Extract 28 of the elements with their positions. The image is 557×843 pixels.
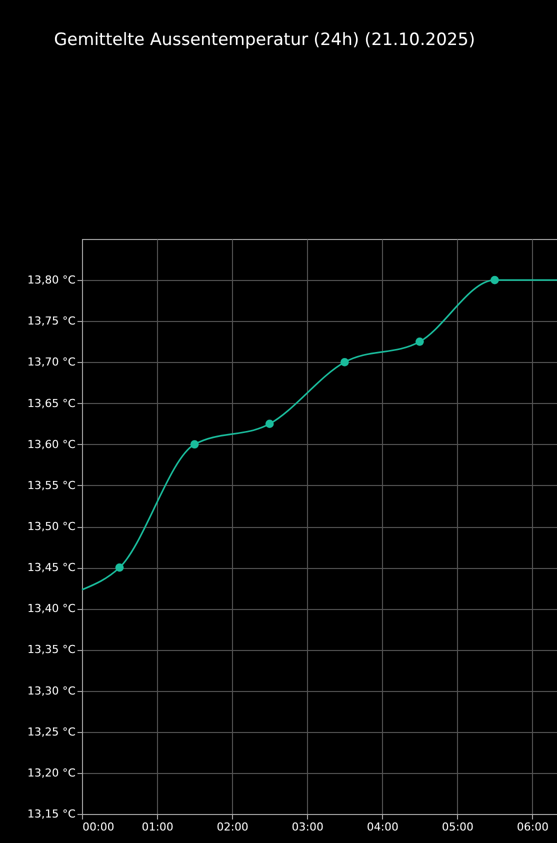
point [115, 563, 124, 572]
y-tick-label: 13,35 °C [27, 643, 76, 656]
y-tick-label: 13,55 °C [27, 478, 76, 492]
point [415, 338, 424, 346]
y-tick-label: 13,75 °C [27, 314, 76, 328]
y-tick-label: 13,20 °C [27, 766, 76, 780]
y-tick-label: 13,40 °C [27, 602, 76, 616]
y-tick-label: 13,70 °C [27, 356, 76, 369]
point [490, 276, 499, 284]
y-tick-label: 13,80 °C [27, 274, 76, 287]
y-tick-label: 13,50 °C [27, 520, 76, 533]
point [340, 358, 349, 366]
y-tick-label: 13,65 °C [27, 396, 76, 410]
y-tick-label: 13,30 °C [27, 684, 76, 698]
point [190, 440, 199, 449]
x-tick-label: 06:00 [516, 820, 549, 834]
y-tick-label: 13,15 °C [27, 808, 76, 820]
x-tick-label: 02:00 [216, 820, 248, 834]
chart-title: Gemittelte Aussentemperatur (24h) (21.10.2025) [54, 30, 476, 50]
point [265, 420, 274, 428]
x-tick-label: 03:00 [292, 820, 324, 834]
y-tick-label: 13,60 °C [27, 438, 76, 451]
x-tick-label: 01:00 [142, 820, 174, 834]
y-tick-label: 13,25 °C [27, 725, 76, 738]
x-tick-label: 05:00 [442, 820, 474, 834]
x-tick-label: 04:00 [366, 820, 399, 834]
y-tick-label: 13,45 °C [27, 561, 76, 574]
x-tick-label: 00:00 [82, 820, 114, 834]
